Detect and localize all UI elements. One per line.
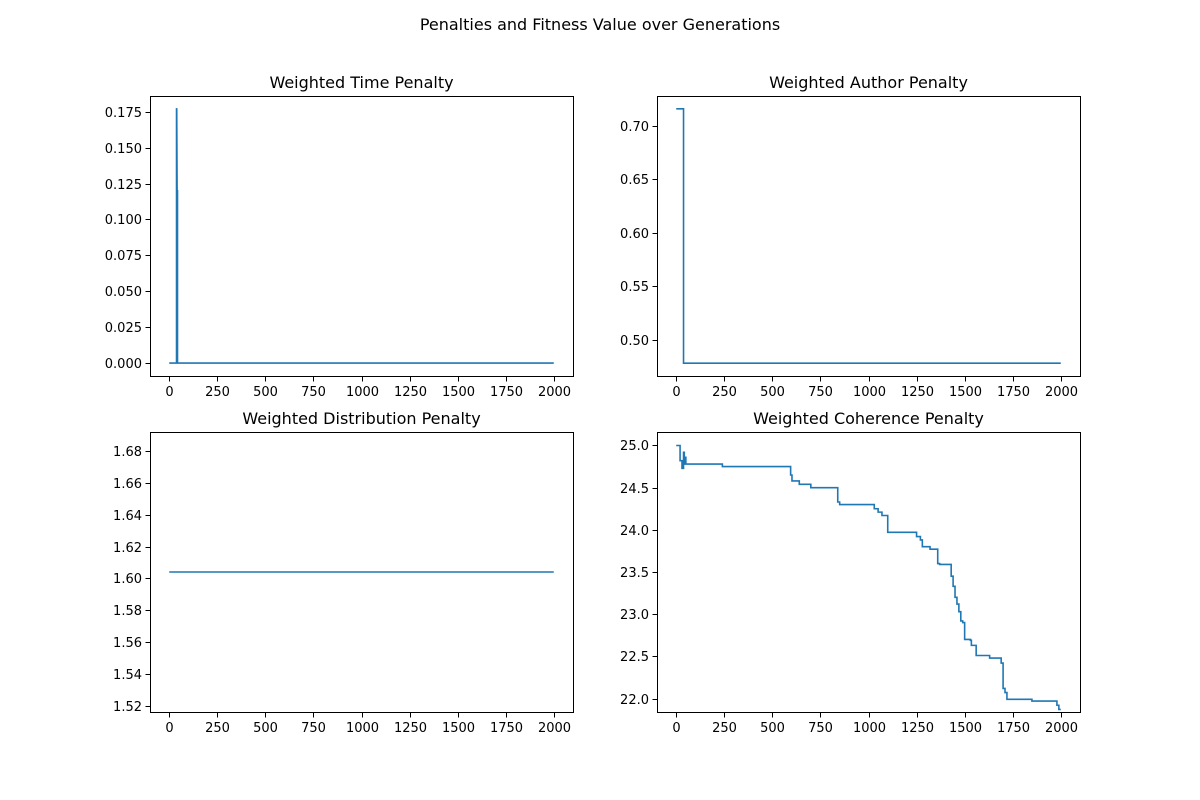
weighted-author-penalty-x-tick-label: 0	[672, 385, 680, 400]
weighted-distribution-penalty-x-tick-label: 0	[165, 721, 173, 736]
weighted-distribution-penalty-y-tick-label: 1.56	[113, 636, 142, 651]
weighted-coherence-penalty-series-line	[676, 444, 1061, 711]
weighted-coherence-penalty-x-tick-label: 750	[808, 721, 833, 736]
weighted-coherence-penalty-y-tick-label: 25.0	[620, 439, 649, 454]
weighted-time-penalty-y-tick-label: 0.150	[105, 142, 142, 157]
weighted-time-penalty-y-tick-label: 0.000	[105, 357, 142, 372]
weighted-time-penalty-title: Weighted Time Penalty	[269, 73, 453, 92]
weighted-coherence-penalty-y-tick-label: 24.0	[620, 524, 649, 539]
weighted-time-penalty-y-tick-label: 0.125	[105, 178, 142, 193]
weighted-author-penalty-x-tick-label: 250	[712, 385, 737, 400]
subplot-weighted-author-penalty: Weighted Author Penalty 0 250 500 750 1000 125…	[620, 73, 1081, 400]
weighted-coherence-penalty-title: Weighted Coherence Penalty	[753, 409, 984, 428]
weighted-time-penalty-x-tick-label: 1750	[490, 385, 523, 400]
weighted-author-penalty-y-tick-label: 0.50	[620, 334, 649, 349]
weighted-author-penalty-series-line	[676, 108, 1061, 364]
weighted-distribution-penalty-y-tick-label: 1.64	[113, 509, 142, 524]
weighted-time-penalty-y-tick-label: 0.025	[105, 321, 142, 336]
weighted-author-penalty-y-tick-label: 0.65	[620, 173, 649, 188]
weighted-author-penalty-y-tick-label: 0.70	[620, 120, 649, 135]
weighted-author-penalty-x-tick-label: 1750	[997, 385, 1030, 400]
weighted-coherence-penalty-x-tick-label: 0	[672, 721, 680, 736]
weighted-distribution-penalty-x-tick-label: 1000	[346, 721, 379, 736]
weighted-author-penalty-x-tick-label: 1500	[949, 385, 982, 400]
weighted-coherence-penalty-x-tick-label: 1750	[997, 721, 1030, 736]
weighted-coherence-penalty-y-tick-label: 22.0	[620, 693, 649, 708]
weighted-distribution-penalty-y-tick-label: 1.52	[113, 700, 142, 715]
weighted-distribution-penalty-x-tick-label: 1750	[490, 721, 523, 736]
weighted-author-penalty-title: Weighted Author Penalty	[769, 73, 968, 92]
weighted-author-penalty-x-tick-label: 750	[808, 385, 833, 400]
weighted-coherence-penalty-y-tick-label: 23.5	[620, 566, 649, 581]
weighted-distribution-penalty-x-tick-label: 2000	[538, 721, 571, 736]
weighted-time-penalty-y-tick-label: 0.050	[105, 285, 142, 300]
weighted-distribution-penalty-y-tick-label: 1.54	[113, 668, 142, 683]
subplot-weighted-distribution-penalty: Weighted Distribution Penalty 0 250 500 750 1…	[113, 409, 574, 736]
weighted-distribution-penalty-title: Weighted Distribution Penalty	[242, 409, 480, 428]
weighted-coherence-penalty-x-tick-label: 500	[760, 721, 785, 736]
subplot-grid: Weighted Time Penalty 0 250 500 750 1000 1250 1…	[105, 73, 1081, 736]
weighted-distribution-penalty-y-tick-label: 1.58	[113, 604, 142, 619]
weighted-distribution-penalty-x-tick-label: 500	[253, 721, 278, 736]
weighted-time-penalty-y-tick-label: 0.075	[105, 249, 142, 264]
weighted-time-penalty-series-line	[169, 108, 554, 364]
weighted-time-penalty-x-tick-label: 1250	[394, 385, 427, 400]
weighted-distribution-penalty-x-tick-label: 1500	[442, 721, 475, 736]
weighted-coherence-penalty-x-tick-label: 250	[712, 721, 737, 736]
weighted-time-penalty-x-tick-label: 0	[165, 385, 173, 400]
weighted-distribution-penalty-x-tick-label: 750	[301, 721, 326, 736]
weighted-author-penalty-x-tick-label: 1000	[853, 385, 886, 400]
weighted-author-penalty-y-tick-label: 0.55	[620, 280, 649, 295]
weighted-author-penalty-x-tick-label: 1250	[901, 385, 934, 400]
weighted-time-penalty-y-tick-label: 0.100	[105, 213, 142, 228]
weighted-distribution-penalty-y-tick-label: 1.62	[113, 541, 142, 556]
weighted-time-penalty-y-tick-label: 0.175	[105, 106, 142, 121]
weighted-coherence-penalty-y-tick-label: 23.0	[620, 608, 649, 623]
subplot-weighted-time-penalty: Weighted Time Penalty 0 250 500 750 1000 1250 1…	[105, 73, 574, 400]
weighted-time-penalty-x-tick-label: 1000	[346, 385, 379, 400]
weighted-distribution-penalty-x-tick-label: 250	[205, 721, 230, 736]
subplot-weighted-coherence-penalty: Weighted Coherence Penalty 0 250 500 750 1000…	[620, 409, 1081, 736]
weighted-coherence-penalty-y-tick-label: 24.5	[620, 482, 649, 497]
figure-suptitle: Penalties and Fitness Value over Generat…	[420, 15, 780, 34]
weighted-time-penalty-x-tick-label: 1500	[442, 385, 475, 400]
weighted-distribution-penalty-y-tick-label: 1.66	[113, 477, 142, 492]
weighted-coherence-penalty-x-tick-label: 2000	[1045, 721, 1078, 736]
weighted-coherence-penalty-x-tick-label: 1500	[949, 721, 982, 736]
weighted-time-penalty-x-tick-label: 750	[301, 385, 326, 400]
weighted-author-penalty-x-tick-label: 500	[760, 385, 785, 400]
weighted-coherence-penalty-y-tick-label: 22.5	[620, 650, 649, 665]
weighted-time-penalty-x-tick-label: 250	[205, 385, 230, 400]
weighted-author-penalty-x-tick-label: 2000	[1045, 385, 1078, 400]
weighted-time-penalty-x-tick-label: 500	[253, 385, 278, 400]
weighted-distribution-penalty-x-tick-label: 1250	[394, 721, 427, 736]
weighted-time-penalty-x-tick-label: 2000	[538, 385, 571, 400]
weighted-distribution-penalty-y-tick-label: 1.60	[113, 572, 142, 587]
weighted-coherence-penalty-x-tick-label: 1250	[901, 721, 934, 736]
weighted-distribution-penalty-y-tick-label: 1.68	[113, 445, 142, 460]
weighted-author-penalty-y-tick-label: 0.60	[620, 227, 649, 242]
weighted-coherence-penalty-x-tick-label: 1000	[853, 721, 886, 736]
